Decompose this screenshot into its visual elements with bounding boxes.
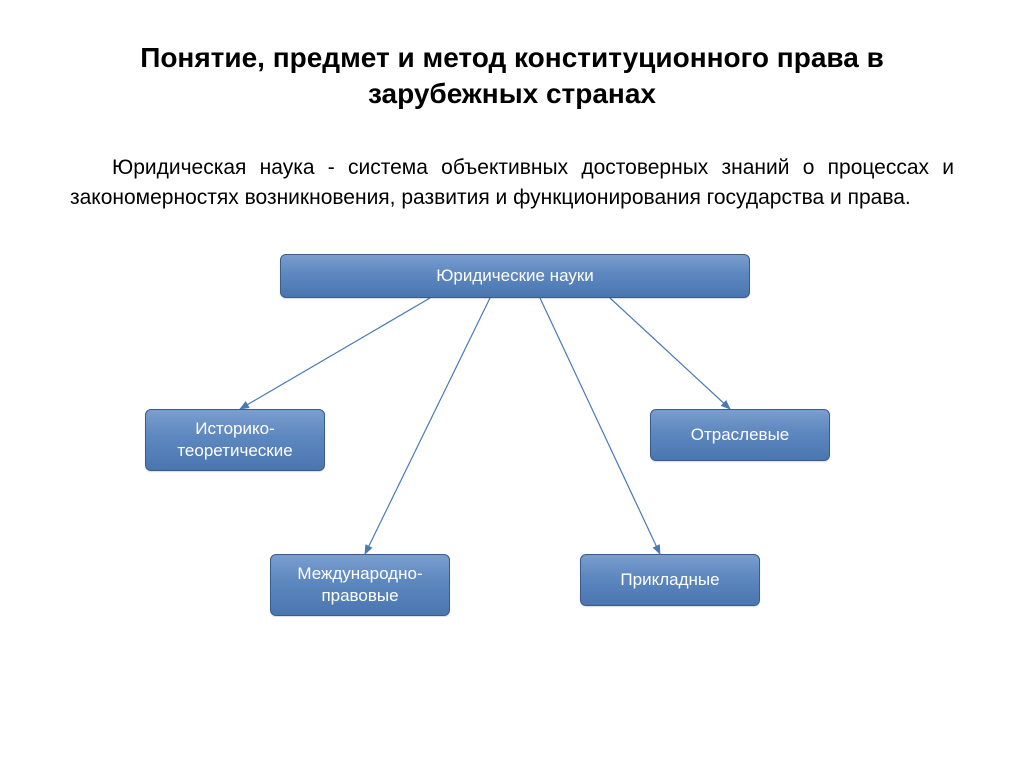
definition-paragraph: Юридическая наука - система объективных … <box>70 153 954 214</box>
root-node: Юридические науки <box>280 254 750 298</box>
edge-root-c1 <box>240 298 430 409</box>
child-node-sectoral: Отраслевые <box>650 409 830 461</box>
edge-root-c3 <box>365 298 490 554</box>
child-node-international-legal: Международно-правовые <box>270 554 450 616</box>
child-node-historical-theoretical: Историко-теоретические <box>145 409 325 471</box>
edge-root-c4 <box>540 298 660 554</box>
edge-root-c2 <box>610 298 730 409</box>
child-node-applied: Прикладные <box>580 554 760 606</box>
slide-page: Понятие, предмет и метод конституционног… <box>0 0 1024 767</box>
hierarchy-diagram: Юридические науки Историко-теоретические… <box>60 244 964 664</box>
page-title: Понятие, предмет и метод конституционног… <box>60 40 964 113</box>
